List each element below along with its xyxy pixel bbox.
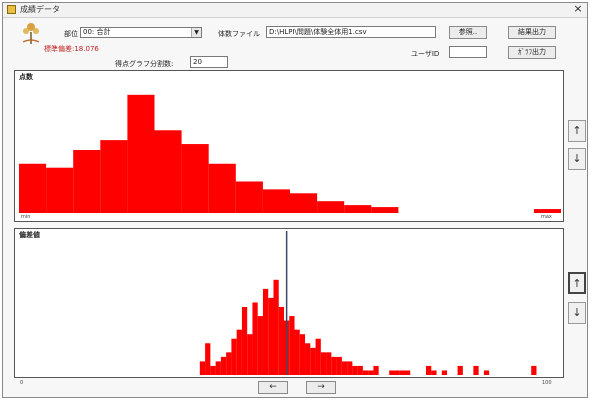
browse-button[interactable]: 参照.. bbox=[449, 26, 487, 39]
deviation-bar bbox=[320, 352, 327, 375]
deviation-bar bbox=[215, 361, 221, 375]
dept-label: 部位 bbox=[64, 30, 78, 38]
deviation-bar bbox=[315, 338, 321, 375]
deviation-bar bbox=[241, 307, 248, 375]
bottom-scroll-up-button[interactable]: ↑ bbox=[568, 272, 586, 294]
close-button[interactable]: × bbox=[573, 2, 583, 15]
deviation-bar bbox=[278, 307, 284, 375]
score-min-label: min bbox=[21, 214, 31, 220]
deviation-max-label: 100 bbox=[542, 380, 552, 386]
deviation-bar bbox=[310, 347, 316, 375]
score-bar bbox=[208, 163, 236, 213]
score-bar bbox=[371, 207, 399, 213]
score-chart-title: 点数 bbox=[19, 73, 33, 81]
chevron-down-icon[interactable]: ▼ bbox=[191, 28, 201, 37]
file-label: 体数ファイル bbox=[218, 30, 260, 38]
std-dev-label: 標準偏差:18.076 bbox=[44, 45, 99, 53]
deviation-bar bbox=[273, 279, 279, 375]
deviation-bar bbox=[457, 365, 463, 375]
deviation-histogram-panel: 偏差値 bbox=[14, 228, 564, 378]
divisions-field[interactable]: 20 bbox=[190, 56, 228, 68]
deviation-bar bbox=[394, 370, 400, 375]
user-id-field[interactable] bbox=[449, 46, 487, 58]
score-bar bbox=[290, 193, 318, 213]
result-output-button[interactable]: 結果出力 bbox=[508, 26, 556, 39]
deviation-bar bbox=[247, 334, 253, 375]
deviation-bar bbox=[404, 370, 411, 375]
deviation-chart-title: 偏差値 bbox=[19, 231, 40, 239]
deviation-bar bbox=[257, 316, 263, 375]
score-bar bbox=[181, 144, 209, 213]
window-title: 成績データ bbox=[20, 5, 60, 14]
deviation-bar bbox=[199, 361, 206, 375]
score-bar bbox=[533, 209, 561, 213]
next-button[interactable]: → bbox=[306, 381, 336, 394]
deviation-bar bbox=[294, 329, 300, 375]
score-bar bbox=[317, 201, 345, 213]
file-path-field[interactable]: D:\HLPI\問題\体験全体用1.csv bbox=[266, 26, 436, 38]
deviation-bar bbox=[426, 365, 432, 375]
deviation-bar bbox=[289, 316, 295, 375]
prev-button[interactable]: ← bbox=[258, 381, 288, 394]
deviation-bar bbox=[368, 370, 374, 375]
deviation-bar bbox=[336, 356, 342, 375]
score-histogram-panel: 点数 min max bbox=[14, 70, 564, 222]
score-bar bbox=[127, 94, 155, 213]
deviation-bar bbox=[473, 365, 479, 375]
bottom-scroll-down-button[interactable]: ↓ bbox=[568, 302, 586, 324]
deviation-bar bbox=[326, 352, 332, 375]
dept-select-value: 00: 合計 bbox=[83, 28, 111, 36]
deviation-bar bbox=[373, 365, 379, 375]
deviation-bar bbox=[236, 329, 242, 375]
deviation-bar bbox=[341, 361, 348, 375]
deviation-bar bbox=[483, 370, 490, 375]
deviation-bar bbox=[210, 365, 216, 375]
app-icon bbox=[7, 5, 16, 14]
dept-select[interactable]: 00: 合計 ▼ bbox=[80, 27, 202, 38]
score-bar bbox=[73, 149, 101, 213]
deviation-bar bbox=[268, 297, 274, 375]
title-bar: 成績データ × bbox=[3, 3, 587, 18]
score-histogram bbox=[19, 94, 561, 213]
score-bar bbox=[100, 140, 128, 213]
user-id-label: ユーザID bbox=[411, 50, 440, 58]
deviation-bar bbox=[220, 356, 227, 375]
score-bar bbox=[235, 181, 263, 213]
score-bar bbox=[154, 130, 182, 213]
score-max-label: max bbox=[541, 214, 552, 220]
deviation-bar bbox=[299, 334, 306, 375]
deviation-histogram bbox=[199, 231, 537, 375]
deviation-bar bbox=[252, 302, 258, 375]
deviation-bar bbox=[262, 288, 269, 375]
deviation-bar bbox=[441, 370, 448, 375]
logo-icon bbox=[22, 23, 40, 44]
deviation-min-label: 0 bbox=[20, 380, 24, 386]
divisions-label: 得点グラフ分割数: bbox=[115, 60, 174, 68]
chart-output-button[interactable]: ｶﾞﾗﾌ出力 bbox=[508, 46, 556, 59]
deviation-bar bbox=[226, 352, 232, 375]
score-bar bbox=[344, 205, 372, 213]
deviation-bar bbox=[205, 343, 211, 375]
score-bar bbox=[262, 189, 290, 213]
deviation-bar bbox=[331, 356, 337, 375]
top-scroll-up-button[interactable]: ↑ bbox=[568, 120, 586, 142]
deviation-bar bbox=[231, 338, 237, 375]
deviation-bar bbox=[352, 365, 358, 375]
deviation-bar bbox=[347, 361, 353, 375]
score-bar bbox=[19, 163, 47, 213]
deviation-bar bbox=[362, 370, 369, 375]
score-bar bbox=[46, 167, 74, 213]
deviation-bar bbox=[399, 370, 405, 375]
deviation-bar bbox=[305, 343, 311, 375]
deviation-bar bbox=[357, 365, 363, 375]
deviation-bar bbox=[431, 370, 437, 375]
top-scroll-down-button[interactable]: ↓ bbox=[568, 148, 586, 170]
deviation-bar bbox=[389, 370, 395, 375]
deviation-bar bbox=[531, 365, 537, 375]
